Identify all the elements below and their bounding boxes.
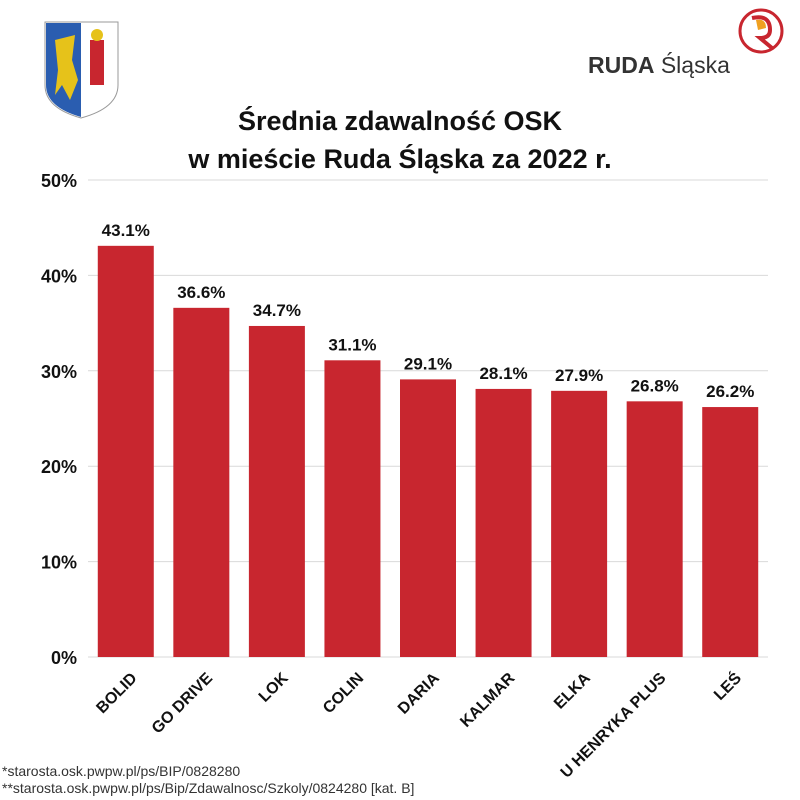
data-label: 43.1% — [102, 221, 150, 240]
footnote-1: *starosta.osk.pwpw.pl/ps/BIP/0828280 — [2, 763, 241, 779]
data-label: 36.6% — [177, 283, 225, 302]
data-label: 34.7% — [253, 301, 301, 320]
y-tick-label: 0% — [51, 648, 77, 668]
bar — [324, 360, 381, 657]
logo-bold: RUDA — [588, 52, 655, 78]
chart-title: Średnia zdawalność OSK w mieście Ruda Śl… — [0, 102, 800, 178]
y-tick-label: 40% — [41, 266, 77, 286]
x-tick-label: ELKA — [551, 669, 594, 712]
y-tick-label: 30% — [41, 362, 77, 382]
bar — [551, 390, 608, 657]
data-label: 31.1% — [328, 335, 376, 354]
x-tick-label: KALMAR — [457, 669, 518, 730]
x-tick-label: LOK — [256, 669, 292, 705]
bar — [702, 407, 759, 657]
logo-regular: Śląska — [660, 52, 730, 78]
x-tick-label: LEŚ — [710, 668, 746, 704]
city-coat-of-arms — [44, 21, 119, 119]
data-label: 26.8% — [631, 376, 679, 395]
x-tick-label: DARIA — [395, 669, 443, 717]
title-line-1: Średnia zdawalność OSK — [237, 106, 563, 136]
bar — [248, 325, 305, 657]
bar — [173, 307, 230, 657]
x-tick-label: BOLID — [93, 670, 140, 717]
data-label: 28.1% — [479, 364, 527, 383]
y-tick-label: 20% — [41, 457, 77, 477]
footnote-2: **starosta.osk.pwpw.pl/ps/Bip/Zdawalnosc… — [2, 780, 415, 796]
y-tick-label: 50% — [41, 171, 77, 191]
x-tick-label: GO DRIVE — [149, 670, 217, 738]
bar — [475, 388, 532, 657]
x-tick-label: COLIN — [320, 670, 367, 717]
data-label: 29.1% — [404, 354, 452, 373]
bar — [400, 379, 456, 657]
data-label: 27.9% — [555, 366, 603, 385]
ruda-slaska-logo-emblem — [738, 8, 784, 54]
data-label: 26.2% — [706, 382, 754, 401]
title-line-2: w mieście Ruda Śląska za 2022 r. — [188, 144, 612, 174]
bar — [97, 245, 154, 658]
ruda-slaska-logo-text: RUDA Śląska — [588, 52, 730, 79]
y-tick-label: 10% — [41, 553, 77, 573]
bar — [626, 401, 683, 657]
